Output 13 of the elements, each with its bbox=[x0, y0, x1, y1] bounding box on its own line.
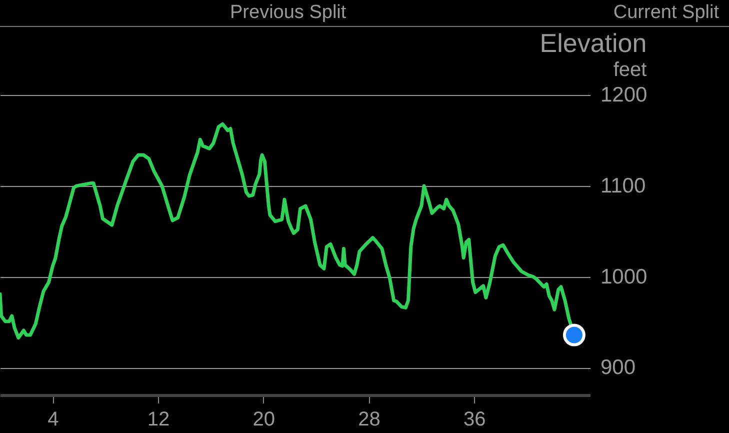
y-tick-label: 1200 bbox=[600, 84, 648, 106]
x-tick-label: 4 bbox=[48, 408, 59, 430]
chart-title: Elevation bbox=[540, 28, 647, 58]
x-tick-label: 28 bbox=[358, 408, 380, 430]
x-tick-label: 20 bbox=[252, 408, 276, 430]
y-tick-label: 1100 bbox=[600, 174, 646, 198]
text: Previous Split bbox=[230, 2, 346, 24]
text: Current Split bbox=[613, 2, 719, 24]
y-tick-label: 900 bbox=[600, 356, 636, 380]
x-tick-label: 12 bbox=[147, 408, 170, 430]
chart-subtitle: feet bbox=[613, 59, 648, 81]
y-tick-label: 1000 bbox=[600, 265, 648, 288]
x-tick-label: 36 bbox=[463, 408, 486, 430]
